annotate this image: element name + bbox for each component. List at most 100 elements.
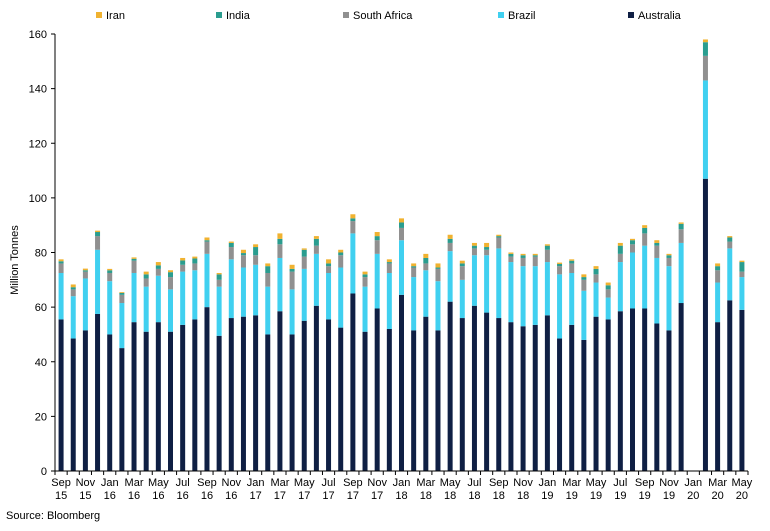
bar-segment-brazil: [605, 297, 611, 320]
bar-segment-india: [58, 261, 64, 264]
bar-segment-iran: [532, 253, 538, 256]
bar-segment-india: [204, 240, 210, 242]
bar-segment-iran: [228, 241, 234, 243]
bar-segment-iran: [82, 268, 88, 271]
bar-segment-brazil: [520, 266, 526, 327]
y-tick-label: 80: [35, 248, 47, 260]
x-tick-label-month: Jan: [101, 477, 119, 489]
bar-segment-iran: [593, 266, 599, 269]
bar-segment-australia: [739, 309, 745, 471]
bar-segment-india: [678, 223, 684, 230]
bar-segment-australia: [520, 326, 526, 471]
x-tick-label-year: 18: [517, 490, 529, 502]
bar-segment-south-africa: [362, 277, 368, 287]
bar-segment-brazil: [253, 264, 259, 316]
bar-segment-brazil: [593, 282, 599, 317]
bar-segment-australia: [727, 300, 733, 471]
bar-segment-india: [216, 274, 222, 280]
bar-segment-india: [301, 249, 307, 257]
bar-segment-south-africa: [630, 244, 635, 253]
bar-segment-south-africa: [204, 241, 210, 254]
bar-segment-brazil: [107, 281, 113, 335]
bar-segment-iran: [544, 244, 550, 246]
bar-segment-south-africa: [593, 274, 599, 283]
legend-label: South Africa: [353, 10, 413, 22]
bar-segment-south-africa: [58, 263, 64, 273]
bar-segment-iran: [435, 263, 441, 268]
bar-segment-iran: [326, 259, 332, 264]
bar-segment-south-africa: [131, 260, 137, 273]
legend-label: Australia: [638, 10, 682, 22]
bar-segment-south-africa: [399, 227, 404, 241]
bar-segment-brazil: [678, 242, 684, 304]
bar-segment-brazil: [435, 281, 441, 331]
bar-segment-australia: [143, 331, 149, 471]
bar-segment-south-africa: [168, 277, 173, 290]
legend-item-brazil: Brazil: [498, 10, 536, 22]
bar-segment-brazil: [484, 255, 490, 313]
bar-segment-brazil: [411, 277, 417, 331]
bar-segment-brazil: [569, 272, 575, 325]
bar-segment-india: [520, 255, 526, 258]
x-tick-label-month: Jul: [613, 477, 627, 489]
bar-segment-australia: [131, 322, 137, 471]
bar-segment-india: [411, 266, 417, 268]
bar-segment-australia: [265, 334, 271, 471]
bar-segment-brazil: [313, 253, 319, 306]
bar-segment-australia: [374, 308, 380, 471]
bar-segment-brazil: [654, 257, 660, 324]
bar-segment-brazil: [326, 272, 332, 320]
bar-segment-iran: [605, 282, 611, 286]
bar-segment-india: [253, 247, 259, 256]
bar-segment-south-africa: [95, 236, 101, 250]
x-tick-label-month: Sep: [635, 477, 655, 489]
bar-segment-india: [702, 42, 708, 56]
y-tick-label: 100: [29, 193, 47, 205]
x-tick-label-year: 20: [736, 490, 748, 502]
bar-segment-india: [326, 263, 332, 267]
x-tick-label-year: 20: [711, 490, 723, 502]
bar-segment-iran: [386, 259, 392, 263]
bar-segment-south-africa: [520, 257, 526, 267]
bar-segment-australia: [423, 316, 429, 471]
x-tick-label-year: 19: [541, 490, 553, 502]
bar-segment-south-africa: [654, 245, 660, 258]
bar-segment-india: [70, 287, 76, 290]
x-tick-label-month: Jan: [247, 477, 265, 489]
bar-segment-india: [642, 227, 648, 234]
bar-segment-iran: [119, 292, 125, 293]
bar-segment-brazil: [338, 267, 344, 328]
bar-segment-brazil: [532, 266, 538, 325]
bar-segment-iran: [338, 249, 344, 253]
x-tick-label-month: Jan: [684, 477, 702, 489]
bar-segment-australia: [605, 319, 611, 471]
bar-segment-south-africa: [253, 255, 259, 265]
bar-segment-south-africa: [82, 271, 88, 279]
x-tick-label-year: 19: [639, 490, 651, 502]
x-tick-label-year: 17: [274, 490, 286, 502]
x-tick-label-month: May: [294, 477, 315, 489]
bar-segment-brazil: [301, 268, 307, 321]
y-tick-label: 20: [35, 411, 47, 423]
bar-segment-india: [593, 268, 599, 275]
bar-segment-iran: [143, 271, 149, 275]
bar-segment-south-africa: [435, 268, 441, 282]
bar-segment-australia: [666, 330, 672, 471]
bar-segment-australia: [654, 323, 660, 471]
bar-segment-iran: [557, 262, 563, 264]
bar-segment-iran: [155, 262, 161, 266]
x-tick-label-year: 17: [322, 490, 334, 502]
bar-segment-india: [569, 260, 575, 264]
bar-segment-south-africa: [496, 237, 502, 249]
bar-segment-india: [338, 252, 344, 256]
x-tick-label-month: May: [732, 477, 753, 489]
bar-segment-brazil: [508, 262, 514, 323]
x-tick-label-month: May: [440, 477, 461, 489]
bar-stacks: [58, 39, 745, 472]
bar-segment-india: [715, 266, 721, 271]
y-tick-label: 40: [35, 357, 47, 369]
bar-segment-south-africa: [374, 240, 380, 254]
bar-segment-australia: [569, 324, 575, 471]
legend-swatch: [628, 12, 634, 18]
